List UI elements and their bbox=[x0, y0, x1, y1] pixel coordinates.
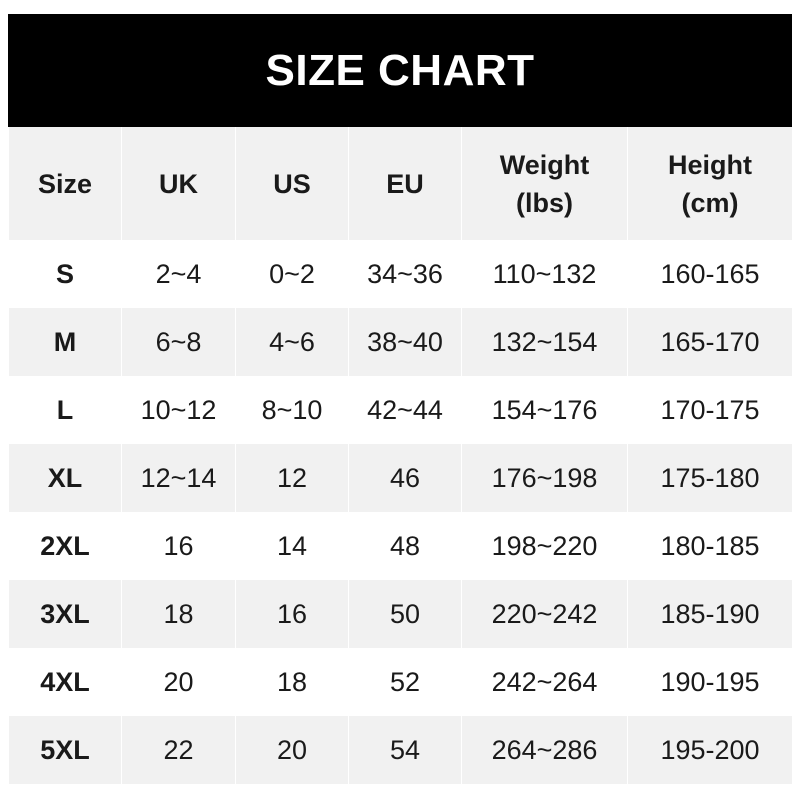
size-label-cell: L bbox=[8, 376, 122, 444]
table-header-row: Size UK US EU Weight (lbs) Height (cm) bbox=[8, 127, 793, 240]
table-cell: 20 bbox=[121, 648, 236, 716]
table-cell: 4~6 bbox=[235, 308, 349, 376]
column-header: US bbox=[235, 127, 349, 240]
size-table: Size UK US EU Weight (lbs) Height (cm) S 2~4 0~2 3… bbox=[8, 127, 793, 784]
table-row: S 2~4 0~2 34~36 110~132 160-165 bbox=[8, 240, 793, 308]
table-cell: 6~8 bbox=[121, 308, 236, 376]
table-cell: 175-180 bbox=[627, 444, 793, 512]
table-cell: 52 bbox=[348, 648, 462, 716]
table-row: XL 12~14 12 46 176~198 175-180 bbox=[8, 444, 793, 512]
size-label-cell: XL bbox=[8, 444, 122, 512]
table-cell: 110~132 bbox=[461, 240, 628, 308]
table-cell: 14 bbox=[235, 512, 349, 580]
table-cell: 18 bbox=[235, 648, 349, 716]
table-cell: 18 bbox=[121, 580, 236, 648]
column-header: Size bbox=[8, 127, 122, 240]
table-cell: 8~10 bbox=[235, 376, 349, 444]
table-row: 5XL 22 20 54 264~286 195-200 bbox=[8, 716, 793, 784]
table-cell: 176~198 bbox=[461, 444, 628, 512]
table-cell: 22 bbox=[121, 716, 236, 784]
table-cell: 220~242 bbox=[461, 580, 628, 648]
table-cell: 264~286 bbox=[461, 716, 628, 784]
table-cell: 48 bbox=[348, 512, 462, 580]
table-cell: 185-190 bbox=[627, 580, 793, 648]
table-cell: 12 bbox=[235, 444, 349, 512]
table-cell: 190-195 bbox=[627, 648, 793, 716]
size-label-cell: S bbox=[8, 240, 122, 308]
table-cell: 165-170 bbox=[627, 308, 793, 376]
column-header: Height (cm) bbox=[627, 127, 793, 240]
table-cell: 0~2 bbox=[235, 240, 349, 308]
table-row: 2XL 16 14 48 198~220 180-185 bbox=[8, 512, 793, 580]
table-row: L 10~12 8~10 42~44 154~176 170-175 bbox=[8, 376, 793, 444]
table-cell: 34~36 bbox=[348, 240, 462, 308]
size-chart-title: SIZE CHART bbox=[8, 14, 792, 127]
table-row: 4XL 20 18 52 242~264 190-195 bbox=[8, 648, 793, 716]
size-label-cell: M bbox=[8, 308, 122, 376]
table-cell: 160-165 bbox=[627, 240, 793, 308]
table-cell: 10~12 bbox=[121, 376, 236, 444]
size-label-cell: 5XL bbox=[8, 716, 122, 784]
table-row: 3XL 18 16 50 220~242 185-190 bbox=[8, 580, 793, 648]
table-cell: 195-200 bbox=[627, 716, 793, 784]
size-label-cell: 4XL bbox=[8, 648, 122, 716]
table-row: M 6~8 4~6 38~40 132~154 165-170 bbox=[8, 308, 793, 376]
table-cell: 170-175 bbox=[627, 376, 793, 444]
table-cell: 50 bbox=[348, 580, 462, 648]
table-cell: 242~264 bbox=[461, 648, 628, 716]
table-cell: 154~176 bbox=[461, 376, 628, 444]
column-header: EU bbox=[348, 127, 462, 240]
column-header: UK bbox=[121, 127, 236, 240]
table-cell: 20 bbox=[235, 716, 349, 784]
table-cell: 12~14 bbox=[121, 444, 236, 512]
size-label-cell: 3XL bbox=[8, 580, 122, 648]
table-cell: 198~220 bbox=[461, 512, 628, 580]
column-header: Weight (lbs) bbox=[461, 127, 628, 240]
table-cell: 54 bbox=[348, 716, 462, 784]
table-cell: 46 bbox=[348, 444, 462, 512]
table-cell: 16 bbox=[235, 580, 349, 648]
table-cell: 38~40 bbox=[348, 308, 462, 376]
table-cell: 42~44 bbox=[348, 376, 462, 444]
table-cell: 132~154 bbox=[461, 308, 628, 376]
size-label-cell: 2XL bbox=[8, 512, 122, 580]
table-cell: 2~4 bbox=[121, 240, 236, 308]
table-cell: 16 bbox=[121, 512, 236, 580]
table-cell: 180-185 bbox=[627, 512, 793, 580]
